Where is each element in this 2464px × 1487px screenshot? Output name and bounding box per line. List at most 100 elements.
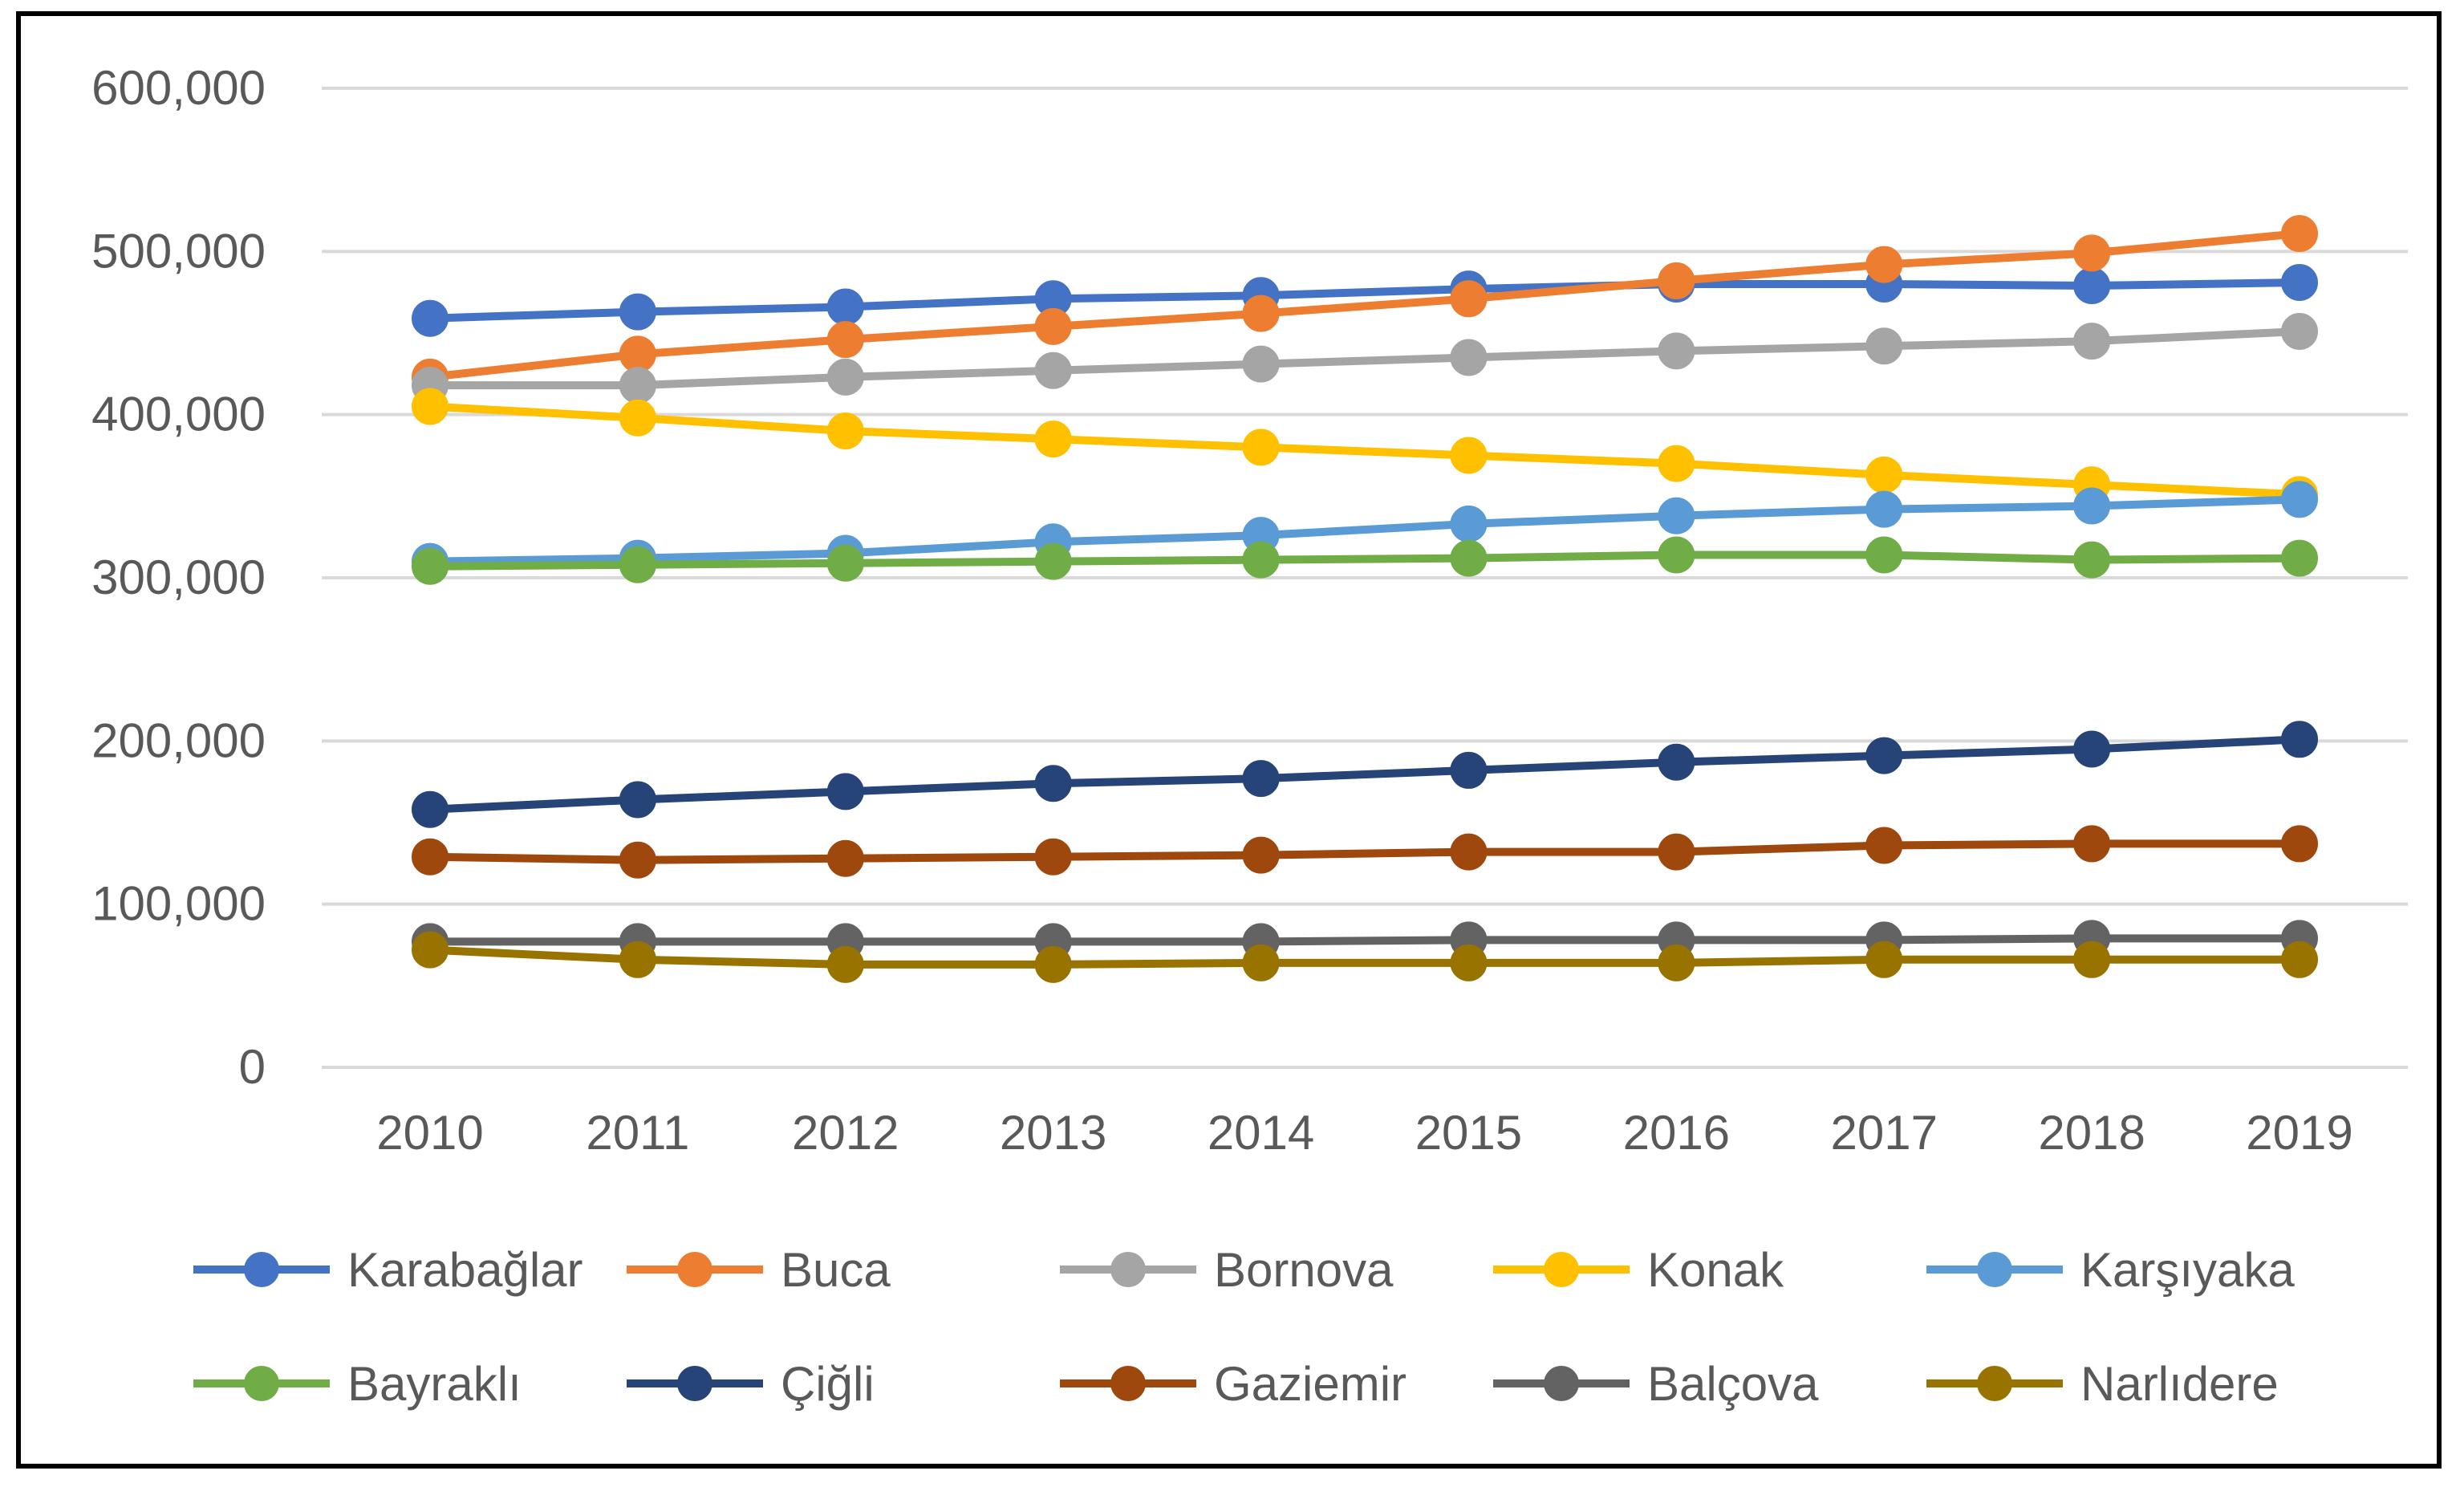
legend-swatch-marker [244, 1366, 279, 1401]
legend-item: Bayraklı [193, 1357, 522, 1411]
data-point [1034, 765, 1072, 802]
data-point [412, 388, 449, 425]
data-point [1450, 280, 1488, 318]
series-line [429, 229, 2300, 381]
legend-item: Narlıdere [1926, 1357, 2279, 1411]
data-point [826, 288, 864, 326]
data-point [1242, 836, 1280, 874]
y-tick-label: 400,000 [91, 388, 266, 441]
data-point [1034, 945, 1072, 983]
data-point [1865, 327, 1903, 365]
legend-swatch-marker [677, 1366, 712, 1401]
data-point [1034, 421, 1072, 458]
legend-swatch-marker [1544, 1366, 1579, 1401]
data-point [2281, 721, 2318, 758]
x-tick-label: 2014 [1208, 1106, 1314, 1160]
legend-swatch-marker [1110, 1366, 1146, 1401]
data-point [619, 841, 656, 879]
legend-swatch-marker [1977, 1366, 2012, 1401]
data-point [2073, 234, 2111, 272]
series-Karabağlar [412, 263, 2318, 337]
y-tick-label: 600,000 [91, 61, 266, 115]
data-point [2281, 312, 2318, 350]
series-Bayraklı [412, 536, 2318, 585]
data-point [2073, 487, 2111, 525]
data-point [412, 790, 449, 828]
series-Buca [412, 214, 2318, 396]
data-point [619, 367, 656, 404]
legend-label: Gaziemir [1214, 1357, 1407, 1411]
series-line [429, 278, 2300, 323]
data-point [826, 321, 864, 359]
y-tick-label: 0 [239, 1040, 266, 1094]
legend-item: Gaziemir [1060, 1357, 1407, 1411]
legend-item: Balçova [1493, 1357, 1819, 1411]
data-point [1865, 246, 1903, 283]
data-point [1034, 838, 1072, 876]
data-point [2073, 825, 2111, 863]
series-Gaziemir [412, 825, 2318, 879]
x-tick-label: 2011 [586, 1106, 689, 1160]
data-point [1242, 944, 1280, 981]
x-tick-label: 2016 [1623, 1106, 1730, 1160]
legend-label: Çiğli [781, 1357, 875, 1411]
legend-label: Narlıdere [2080, 1357, 2279, 1411]
data-point [1034, 351, 1072, 389]
data-point [1658, 743, 1695, 781]
series-Bornova [412, 312, 2318, 404]
data-point [1450, 505, 1488, 542]
series-Çiğli [412, 721, 2318, 828]
legend-item: Bornova [1060, 1243, 1394, 1297]
line-chart: 0 100,000 200,000 300,000 400,000 500,000 600,… [91, 61, 2408, 1411]
data-point [619, 335, 656, 373]
data-point [1242, 345, 1280, 383]
data-point [2281, 214, 2318, 252]
data-point [2073, 541, 2111, 579]
series-Konak [412, 388, 2318, 514]
data-point [2281, 481, 2318, 518]
data-point [826, 773, 864, 811]
data-point [619, 293, 656, 331]
data-point [1242, 760, 1280, 798]
data-point [1450, 944, 1488, 981]
legend-item: Konak [1493, 1243, 1784, 1297]
data-point [412, 547, 449, 585]
y-tick-label: 200,000 [91, 713, 266, 767]
legend-label: Balçova [1647, 1357, 1819, 1411]
chart-frame: 0 100,000 200,000 300,000 400,000 500,000 600,… [16, 11, 2442, 1469]
legend-label: Buca [781, 1243, 891, 1297]
legend-swatch-marker [244, 1252, 279, 1287]
data-point [412, 299, 449, 337]
data-point [2073, 941, 2111, 978]
data-point [619, 399, 656, 437]
legend-item: Çiğli [627, 1357, 875, 1411]
data-point [1865, 490, 1903, 528]
data-point [1450, 539, 1488, 577]
data-point [1450, 339, 1488, 376]
x-tick-label: 2017 [1830, 1106, 1937, 1160]
data-point [1450, 751, 1488, 789]
data-point [2281, 825, 2318, 863]
y-axis-tick-labels: 0 100,000 200,000 300,000 400,000 500,000 600,… [91, 61, 266, 1094]
data-point [1242, 295, 1280, 332]
data-point [1658, 536, 1695, 574]
data-point [1865, 456, 1903, 494]
data-point [412, 931, 449, 969]
data-point [826, 544, 864, 582]
x-axis-tick-labels: 2010 2011 2012 2013 2014 2015 2016 2017 2018 2019 [376, 1106, 2352, 1160]
data-point [826, 839, 864, 877]
data-point [1658, 944, 1695, 981]
data-point [412, 838, 449, 876]
data-point [1865, 737, 1903, 774]
data-point [1865, 941, 1903, 978]
data-point [1034, 307, 1072, 345]
legend-label: Bornova [1214, 1243, 1394, 1297]
data-point [1242, 541, 1280, 579]
legend-item: Buca [627, 1243, 891, 1297]
legend: Karabağlar Buca Bornova Konak Karşıyaka Bayra… [193, 1243, 2295, 1411]
data-point [1658, 262, 1695, 299]
legend-swatch-marker [1977, 1252, 2012, 1287]
series-line [429, 839, 2300, 864]
series-lines [412, 214, 2318, 983]
data-point [2073, 323, 2111, 360]
